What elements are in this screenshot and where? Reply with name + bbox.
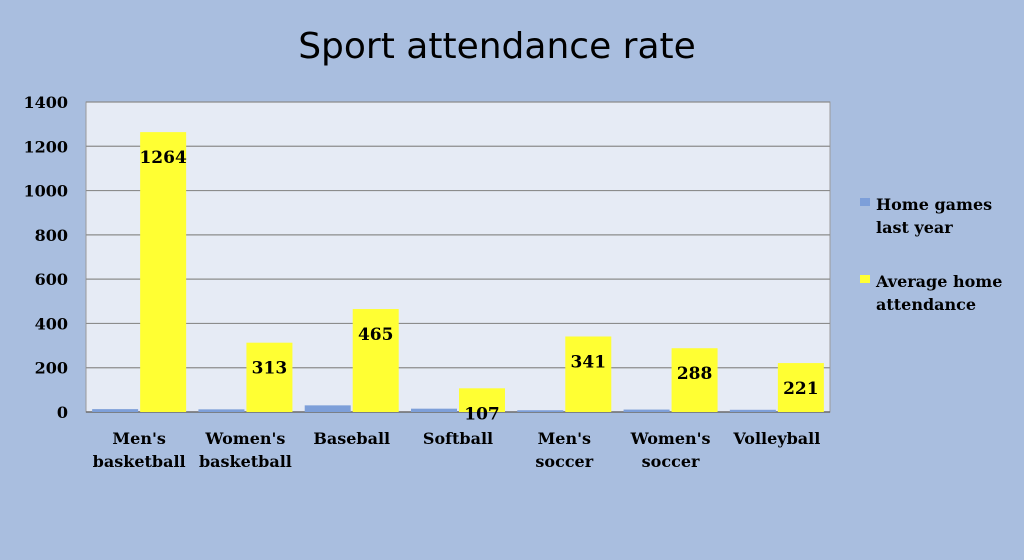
legend-swatch	[860, 198, 870, 206]
legend: Home games last year Average home attendanc…	[860, 195, 1002, 314]
data-label: 221	[783, 379, 819, 399]
bar-series-0	[517, 410, 564, 412]
bar-series-0	[304, 405, 351, 412]
y-tick-label: 200	[35, 359, 68, 378]
y-tick-label: 600	[35, 270, 68, 289]
y-tick-label: 1400	[23, 93, 68, 112]
legend-label: last year	[876, 218, 953, 237]
x-tick-label: Men's	[112, 429, 165, 448]
bar-series-0	[198, 409, 245, 412]
bars: 1264 313 465 107 341 288 221	[92, 132, 824, 424]
x-tick-label: Men's	[538, 429, 591, 448]
bar-series-0	[411, 408, 457, 412]
data-label: 107	[464, 404, 500, 424]
plot-area	[85, 101, 831, 413]
y-tick-label: 1000	[23, 182, 68, 201]
bar-series-1	[777, 363, 824, 412]
x-tick-label: Women's	[630, 429, 711, 448]
x-tick-label: Softball	[423, 429, 493, 448]
bar-series-1	[565, 336, 612, 412]
bar-series-0	[92, 409, 139, 412]
legend-label: Home games	[876, 195, 992, 214]
x-tick-label: Volleyball	[732, 429, 820, 448]
x-tick-label: Baseball	[313, 429, 390, 448]
chart-title: Sport attendance rate	[298, 26, 696, 67]
bar-series-1	[352, 309, 399, 412]
bar-series-1	[459, 388, 505, 412]
gridlines	[86, 101, 830, 369]
x-tick-label: Women's	[204, 429, 285, 448]
y-tick-label: 800	[35, 226, 68, 245]
y-tick-label: 0	[57, 403, 68, 422]
x-tick-label: soccer	[642, 452, 700, 471]
bar-series-0	[729, 409, 776, 412]
data-label: 288	[677, 364, 713, 384]
legend-label: Average home	[875, 272, 1002, 291]
bar-series-1	[140, 132, 187, 412]
legend-label: attendance	[876, 295, 976, 314]
data-label: 465	[358, 325, 394, 345]
x-tick-label: soccer	[535, 452, 593, 471]
y-tick-label: 1200	[23, 137, 68, 156]
legend-swatch	[860, 275, 870, 283]
x-tick-label: basketball	[93, 452, 186, 471]
y-tick-label: 400	[35, 314, 68, 333]
data-label: 313	[252, 359, 288, 379]
bar-series-1	[246, 342, 293, 412]
x-axis: Men's basketball Women's basketball Baseball…	[93, 429, 821, 471]
x-tick-label: basketball	[199, 452, 292, 471]
bar-series-1	[671, 348, 718, 412]
data-label: 341	[571, 352, 607, 372]
bar-series-0	[623, 409, 670, 412]
data-label: 1264	[139, 148, 186, 168]
